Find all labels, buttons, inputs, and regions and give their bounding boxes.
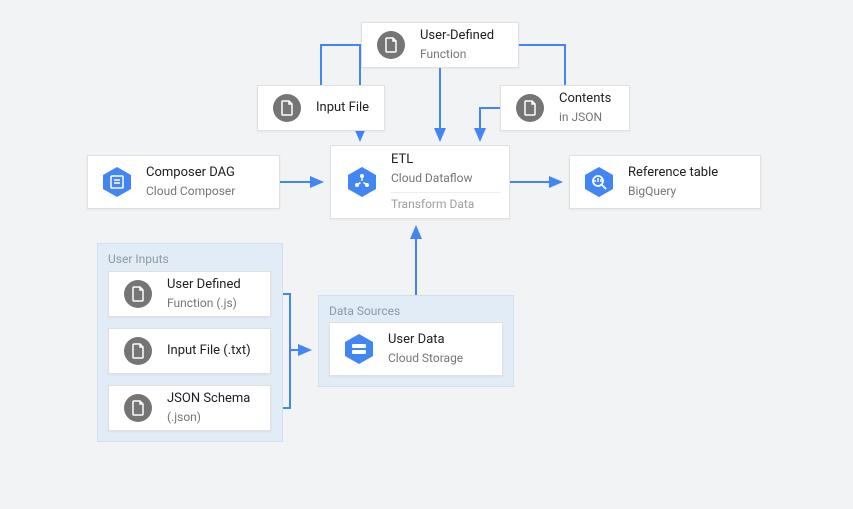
node-title: User Data: [388, 332, 463, 348]
node-title: Composer DAG: [146, 165, 235, 181]
node-ui-json: JSON Schema (.json): [108, 385, 271, 431]
file-icon: [121, 334, 155, 368]
node-subtitle: (.json): [167, 410, 250, 425]
dataflow-icon: [345, 165, 379, 199]
file-icon: [374, 28, 408, 62]
node-ui-input: Input File (.txt): [108, 328, 271, 374]
node-subtitle2: Transform Data: [391, 192, 501, 212]
node-contents-json: Contents in JSON: [500, 85, 630, 131]
node-title: User-Defined: [420, 28, 494, 44]
file-icon: [121, 277, 155, 311]
diagram-canvas: User Inputs Data Sources User-Defined Fu…: [0, 0, 853, 509]
node-subtitle: Cloud Storage: [388, 351, 463, 366]
node-composer: Composer DAG Cloud Composer: [87, 155, 280, 209]
node-title: ETL: [391, 152, 501, 168]
node-subtitle: BigQuery: [628, 184, 718, 199]
storage-icon: [342, 332, 376, 366]
node-user-data: User Data Cloud Storage: [329, 322, 503, 376]
node-udf-top: User-Defined Function: [361, 22, 519, 68]
node-subtitle: in JSON: [559, 110, 611, 125]
group-user-inputs-label: User Inputs: [108, 252, 169, 266]
file-icon: [121, 391, 155, 425]
node-title: JSON Schema: [167, 391, 250, 407]
node-input-file: Input File: [257, 85, 385, 131]
node-subtitle: Cloud Composer: [146, 184, 235, 199]
node-reference: Reference table BigQuery: [569, 155, 761, 209]
file-icon: [513, 91, 547, 125]
node-ui-udf: User Defined Function (.js): [108, 271, 271, 317]
node-title: Input File (.txt): [167, 343, 251, 359]
composer-icon: [100, 165, 134, 199]
node-title: Contents: [559, 91, 611, 107]
node-title: User Defined: [167, 277, 241, 293]
file-icon: [270, 91, 304, 125]
bigquery-icon: [582, 165, 616, 199]
node-subtitle: Cloud Dataflow: [391, 171, 501, 186]
node-title: Reference table: [628, 165, 718, 181]
group-data-sources-label: Data Sources: [329, 304, 400, 318]
node-title: Input File: [316, 100, 369, 116]
node-etl: ETL Cloud Dataflow Transform Data: [330, 145, 510, 219]
node-subtitle: Function (.js): [167, 296, 241, 311]
node-subtitle: Function: [420, 47, 494, 62]
